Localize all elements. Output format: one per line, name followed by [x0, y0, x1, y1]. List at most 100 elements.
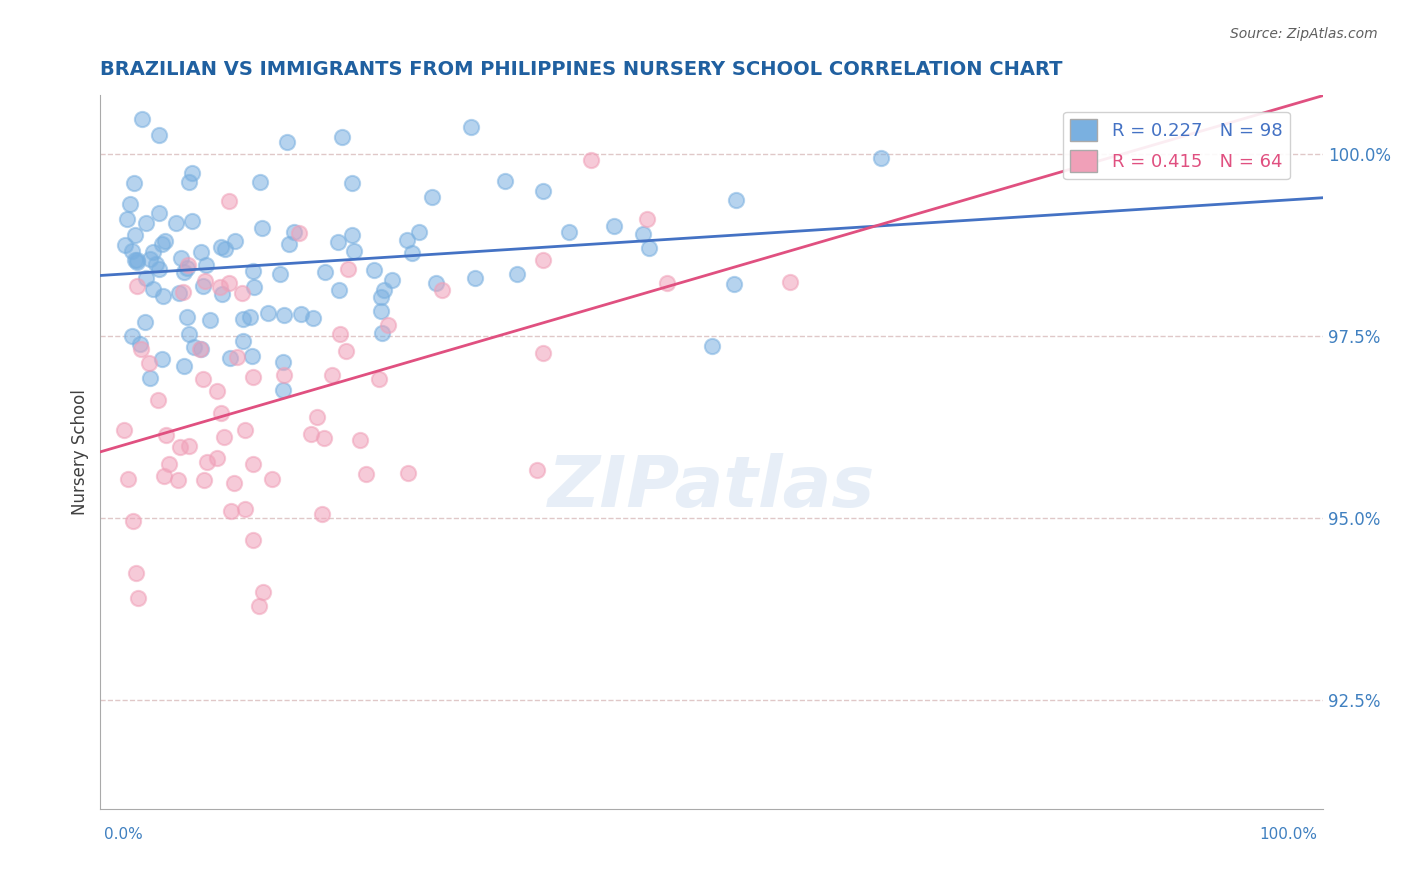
Point	[340, 227, 363, 242]
Point	[222, 475, 245, 490]
Point	[723, 277, 745, 292]
Point	[124, 227, 146, 242]
Point	[278, 236, 301, 251]
Point	[290, 307, 312, 321]
Point	[395, 233, 418, 247]
Point	[232, 312, 254, 326]
Point	[127, 591, 149, 605]
Point	[370, 290, 392, 304]
Point	[531, 184, 554, 198]
Point	[371, 326, 394, 340]
Point	[176, 261, 198, 276]
Point	[311, 508, 333, 522]
Point	[368, 372, 391, 386]
Point	[271, 383, 294, 397]
Point	[142, 282, 165, 296]
Point	[256, 306, 278, 320]
Point	[494, 174, 516, 188]
Point	[177, 327, 200, 342]
Point	[249, 175, 271, 189]
Point	[526, 463, 548, 477]
Point	[125, 279, 148, 293]
Point	[396, 466, 419, 480]
Point	[335, 344, 357, 359]
Point	[273, 368, 295, 383]
Text: ZIPatlas: ZIPatlas	[548, 453, 876, 523]
Point	[170, 251, 193, 265]
Text: 100.0%: 100.0%	[1260, 827, 1317, 842]
Point	[181, 214, 204, 228]
Point	[779, 276, 801, 290]
Point	[173, 265, 195, 279]
Point	[354, 467, 377, 481]
Point	[128, 337, 150, 351]
Point	[302, 311, 325, 326]
Text: Source: ZipAtlas.com: Source: ZipAtlas.com	[1230, 27, 1378, 41]
Point	[183, 341, 205, 355]
Point	[172, 285, 194, 299]
Point	[167, 473, 190, 487]
Point	[193, 278, 215, 293]
Point	[219, 504, 242, 518]
Point	[118, 197, 141, 211]
Point	[211, 286, 233, 301]
Point	[194, 258, 217, 272]
Point	[276, 136, 298, 150]
Point	[219, 351, 242, 366]
Legend: R = 0.227   N = 98, R = 0.415   N = 64: R = 0.227 N = 98, R = 0.415 N = 64	[1063, 112, 1289, 179]
Point	[231, 285, 253, 300]
Point	[377, 318, 399, 332]
Point	[207, 451, 229, 466]
Point	[328, 283, 350, 297]
Point	[631, 227, 654, 242]
Point	[657, 276, 679, 290]
Point	[363, 263, 385, 277]
Point	[112, 423, 135, 437]
Point	[139, 371, 162, 385]
Point	[194, 275, 217, 289]
Point	[145, 257, 167, 271]
Point	[242, 457, 264, 471]
Text: 0.0%: 0.0%	[104, 827, 143, 842]
Point	[283, 225, 305, 239]
Point	[636, 211, 658, 226]
Point	[262, 472, 284, 486]
Point	[127, 253, 149, 268]
Point	[271, 355, 294, 369]
Point	[460, 120, 482, 134]
Point	[349, 434, 371, 448]
Point	[232, 334, 254, 349]
Point	[181, 166, 204, 180]
Point	[373, 283, 395, 297]
Point	[176, 310, 198, 324]
Point	[169, 440, 191, 454]
Point	[869, 151, 891, 165]
Point	[117, 472, 139, 486]
Point	[209, 240, 232, 254]
Point	[193, 372, 215, 386]
Text: BRAZILIAN VS IMMIGRANTS FROM PHILIPPINES NURSERY SCHOOL CORRELATION CHART: BRAZILIAN VS IMMIGRANTS FROM PHILIPPINES…	[100, 60, 1063, 78]
Point	[321, 368, 343, 382]
Point	[135, 217, 157, 231]
Point	[121, 244, 143, 259]
Point	[121, 329, 143, 343]
Point	[464, 271, 486, 285]
Point	[425, 276, 447, 290]
Point	[638, 241, 661, 255]
Point	[326, 235, 349, 249]
Point	[314, 431, 336, 445]
Point	[242, 280, 264, 294]
Point	[314, 264, 336, 278]
Point	[305, 410, 328, 425]
Point	[122, 514, 145, 528]
Y-axis label: Nursery School: Nursery School	[72, 389, 89, 515]
Point	[370, 303, 392, 318]
Point	[198, 313, 221, 327]
Point	[148, 206, 170, 220]
Point	[177, 258, 200, 272]
Point	[152, 469, 174, 483]
Point	[381, 273, 404, 287]
Point	[150, 351, 173, 366]
Point	[125, 255, 148, 269]
Point	[214, 429, 236, 443]
